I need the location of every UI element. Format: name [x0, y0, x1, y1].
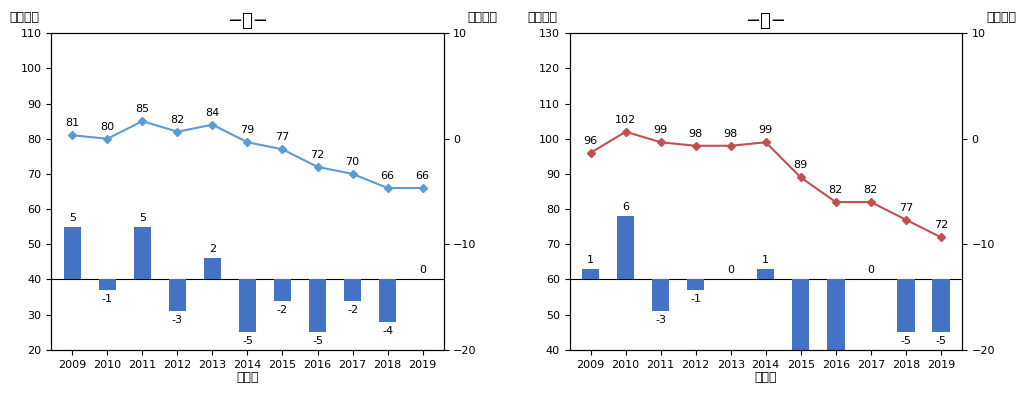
Text: -2: -2	[276, 305, 288, 315]
Text: 84: 84	[206, 108, 219, 118]
Text: 81: 81	[66, 118, 80, 128]
Text: -1: -1	[690, 294, 701, 304]
Text: 77: 77	[275, 132, 290, 142]
Bar	[897, 279, 914, 332]
Text: 70: 70	[345, 157, 359, 167]
Bar	[792, 279, 810, 385]
Text: 79: 79	[241, 125, 255, 135]
Text: 77: 77	[899, 203, 913, 213]
Text: -5: -5	[935, 337, 946, 346]
Text: 66: 66	[416, 171, 429, 181]
Bar	[757, 269, 774, 279]
Text: 98: 98	[688, 129, 702, 139]
Bar	[169, 279, 186, 311]
Text: 0: 0	[419, 265, 426, 275]
Bar	[616, 216, 635, 279]
Bar	[379, 279, 396, 322]
Text: -5: -5	[242, 337, 253, 346]
Text: 102: 102	[615, 115, 636, 125]
Text: 89: 89	[794, 160, 808, 171]
Title: −男−: −男−	[227, 12, 268, 30]
Bar	[827, 279, 845, 353]
Text: 5: 5	[139, 213, 145, 222]
Text: -5: -5	[900, 337, 911, 346]
Text: 99: 99	[653, 125, 668, 135]
Text: 6: 6	[623, 202, 629, 212]
Text: 72: 72	[934, 220, 948, 230]
X-axis label: （年）: （年）	[237, 371, 259, 384]
Bar	[582, 269, 599, 279]
Bar	[204, 258, 221, 279]
Text: -2: -2	[347, 305, 358, 315]
Text: -5: -5	[312, 337, 323, 346]
Bar	[98, 279, 116, 290]
Text: （万人）: （万人）	[468, 11, 498, 24]
Text: 1: 1	[762, 255, 769, 265]
Text: 82: 82	[170, 115, 184, 125]
Text: 82: 82	[863, 185, 878, 195]
Text: 99: 99	[759, 125, 773, 135]
Bar	[687, 279, 705, 290]
Text: 2: 2	[209, 244, 216, 254]
Text: 0: 0	[727, 265, 734, 275]
Text: -4: -4	[382, 326, 393, 336]
Text: -1: -1	[102, 294, 113, 304]
Text: 1: 1	[587, 255, 594, 265]
Bar	[134, 227, 152, 279]
Text: 85: 85	[135, 104, 150, 114]
Bar	[932, 279, 949, 332]
Bar	[344, 279, 361, 301]
Bar	[63, 227, 81, 279]
Text: （万人）: （万人）	[986, 11, 1016, 24]
Text: 98: 98	[724, 129, 738, 139]
Text: 82: 82	[828, 185, 843, 195]
Text: -3: -3	[655, 315, 667, 325]
Text: -3: -3	[172, 315, 183, 325]
Text: 66: 66	[381, 171, 394, 181]
Text: 5: 5	[69, 213, 76, 222]
Bar	[309, 279, 327, 332]
Bar	[652, 279, 670, 311]
Text: 96: 96	[584, 136, 598, 146]
Title: −女−: −女−	[745, 12, 786, 30]
Text: 0: 0	[867, 265, 874, 275]
Text: 80: 80	[100, 122, 115, 132]
Bar	[273, 279, 291, 301]
Text: （万人）: （万人）	[9, 11, 39, 24]
X-axis label: （年）: （年）	[755, 371, 777, 384]
Bar	[239, 279, 256, 332]
Text: （万人）: （万人）	[527, 11, 557, 24]
Text: 72: 72	[310, 150, 325, 160]
